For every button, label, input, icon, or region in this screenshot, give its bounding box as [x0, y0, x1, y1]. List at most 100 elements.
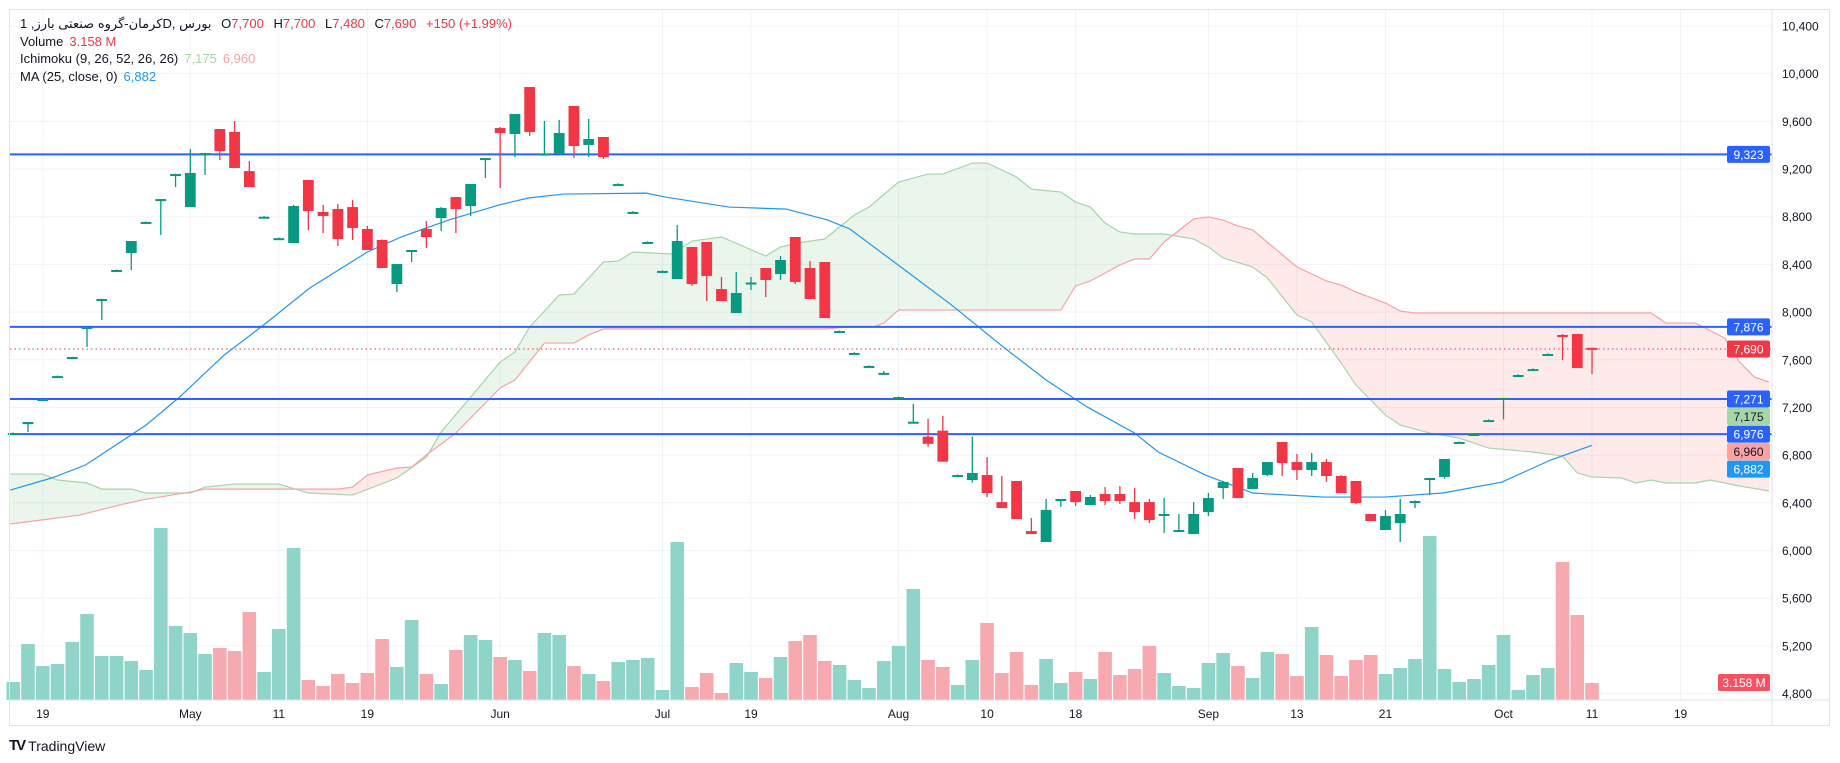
volume-bar	[1363, 654, 1378, 700]
candle-body	[258, 216, 270, 219]
cloud-segment	[1275, 249, 1280, 293]
volume-bar	[227, 650, 242, 700]
cloud-segment	[1648, 313, 1652, 481]
cloud-segment	[250, 484, 254, 490]
price-axis[interactable]: 10,400 10,000 9,600 9,200 8,800 8,400 8,000 7,6…	[1718, 20, 1819, 702]
cloud-segment	[1463, 313, 1468, 441]
cloud-segment	[1585, 313, 1590, 477]
volume-bar	[876, 661, 891, 700]
cloud-segment	[718, 237, 723, 330]
candle	[1040, 498, 1052, 543]
volume-bar	[463, 635, 478, 700]
volume-bar	[685, 687, 699, 700]
cloud-segment	[1592, 313, 1597, 478]
cloud-segment	[570, 293, 575, 344]
cloud-segment	[1530, 313, 1534, 453]
cloud-segment	[1297, 267, 1302, 318]
cloud-segment	[585, 277, 590, 337]
cloud-segment	[840, 223, 844, 328]
cloud-segment	[13, 474, 18, 524]
candle	[539, 121, 550, 156]
legend-ma[interactable]: MA (25, close, 0) 6,882	[20, 68, 512, 86]
candle-body	[1084, 496, 1096, 506]
cloud-segment	[1670, 323, 1674, 484]
cloud-segment	[1696, 323, 1700, 483]
candle	[966, 436, 978, 483]
candle-body	[1232, 467, 1244, 499]
volume-bar	[1083, 678, 1098, 700]
cloud-segment	[832, 229, 837, 329]
cloud-segment	[1094, 211, 1099, 279]
cloud-segment	[1050, 191, 1055, 311]
candle-body	[480, 158, 491, 161]
cloud-segment	[312, 489, 317, 494]
candle-body	[1557, 334, 1568, 338]
legend-ichimoku[interactable]: Ichimoku (9, 26, 52, 26, 26) 7,175 6,960	[20, 50, 512, 68]
cloud-segment	[1175, 229, 1180, 237]
cloud-segment	[113, 489, 118, 507]
candle	[1025, 518, 1037, 535]
cloud-segment	[493, 365, 498, 395]
cloud-segment	[1371, 297, 1376, 405]
cloud-segment	[1205, 217, 1210, 248]
cloud-segment	[1699, 325, 1704, 483]
candle	[657, 270, 668, 273]
candle-body	[52, 376, 63, 379]
volume-bar	[1555, 561, 1570, 700]
price-tick-label: 6,400	[1782, 496, 1812, 510]
cloud-segment	[1139, 234, 1143, 260]
candle	[465, 183, 477, 217]
candle-body	[524, 87, 536, 132]
volume-bar	[390, 666, 404, 700]
cloud-segment	[873, 200, 878, 327]
candle-body	[937, 430, 949, 462]
candle-body	[568, 105, 580, 147]
candle	[612, 183, 624, 187]
time-axis[interactable]: 19 May 11 19 Jun Jul 19 Aug 10 18 Sep 13 21 Oct 11 19	[10, 10, 1830, 726]
candlesticks	[7, 87, 1598, 543]
candle	[1247, 473, 1259, 489]
candle-body	[170, 174, 181, 177]
legend-symbol-row[interactable]: کرمان-گروه صنعتی بارز, 1D, بورس O7,700 H…	[20, 16, 513, 31]
cloud-segment	[1238, 226, 1243, 264]
cloud-segment	[936, 174, 940, 311]
volume-bar	[1481, 664, 1496, 700]
candle-body	[361, 228, 373, 250]
cloud-segment	[1412, 312, 1416, 430]
legend-volume[interactable]: Volume 3.158 M	[20, 33, 512, 51]
cloud-segment	[1378, 300, 1383, 413]
volume-bar	[478, 640, 493, 700]
cloud-segment	[1563, 313, 1567, 462]
candle	[1527, 368, 1539, 372]
cloud-segment	[73, 481, 77, 516]
candle-body	[302, 180, 314, 211]
cloud-segment	[478, 383, 483, 410]
candle-body	[539, 153, 550, 156]
cloud-segment	[334, 488, 339, 495]
candle	[450, 197, 462, 234]
volume-bar	[80, 614, 94, 700]
cloud-segment	[1500, 313, 1505, 450]
volume-bar	[272, 629, 286, 700]
cloud-segment	[475, 387, 479, 414]
candle-body	[1306, 462, 1318, 471]
cloud-segment	[523, 331, 527, 370]
cloud-segment	[379, 471, 383, 485]
cloud-segment	[1485, 313, 1490, 449]
price-badge-bg	[1727, 425, 1770, 443]
volume-bar	[1186, 687, 1201, 700]
cloud-segment	[888, 187, 892, 320]
volume-bar	[1127, 668, 1142, 700]
tradingview-logo[interactable]: TV TradingView	[9, 737, 105, 754]
cloud-segment	[663, 253, 667, 330]
candle-body	[1011, 480, 1022, 520]
cloud-segment	[559, 294, 564, 344]
cloud-segment	[1589, 313, 1593, 478]
cloud-segment	[1057, 191, 1062, 311]
cloud-segment	[906, 178, 911, 311]
candle	[1439, 458, 1450, 479]
cloud-segment	[851, 214, 856, 327]
cloud-segment	[1223, 220, 1228, 260]
cloud-segment	[456, 409, 461, 433]
